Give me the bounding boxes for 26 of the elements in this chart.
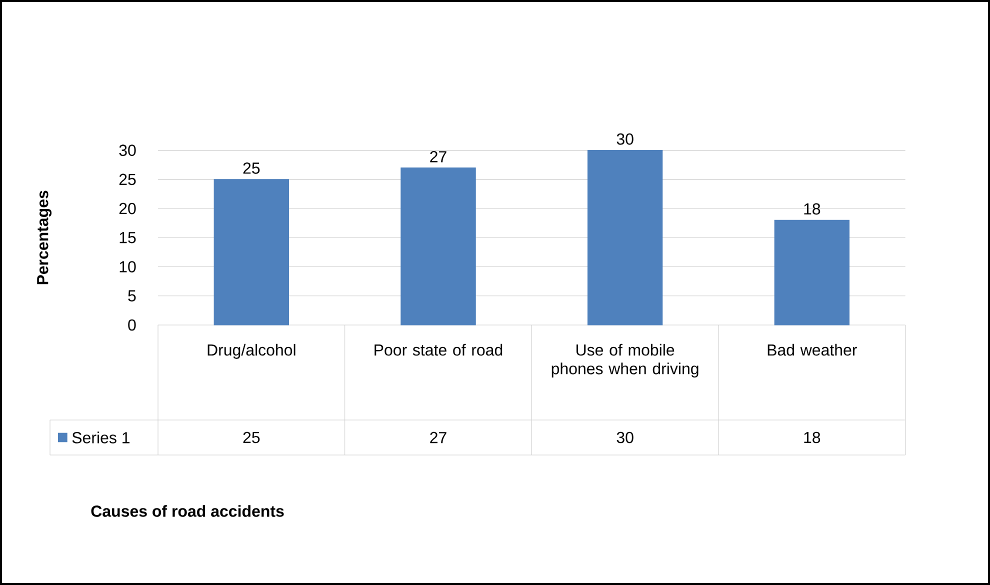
text: 30 bbox=[616, 432, 634, 444]
y-tick-label: 5 bbox=[128, 290, 136, 302]
bar bbox=[214, 179, 290, 326]
y-tick-label: 20 bbox=[119, 202, 136, 214]
text: 27 bbox=[430, 432, 446, 444]
legend-label: Series 1 bbox=[72, 432, 130, 444]
data-label: 27 bbox=[430, 151, 446, 162]
y-tick-label: 15 bbox=[120, 232, 136, 244]
x-tick-label: Use of mobile phones when driving bbox=[552, 344, 698, 378]
x-tick-label: Drug/alcohol bbox=[208, 344, 296, 359]
data-label: 30 bbox=[616, 133, 634, 145]
data-label: 25 bbox=[243, 162, 260, 174]
y-tick-label: 25 bbox=[119, 174, 136, 186]
text: 25 bbox=[243, 432, 260, 444]
text: Causes of road accidents bbox=[91, 505, 284, 517]
data-label: 18 bbox=[804, 203, 820, 215]
bar bbox=[587, 150, 663, 326]
bar bbox=[774, 220, 850, 326]
y-tick-label: 0 bbox=[128, 319, 136, 331]
y-tick-label: 10 bbox=[120, 261, 136, 272]
text: 18 bbox=[804, 432, 820, 444]
bar bbox=[400, 168, 476, 326]
y-tick-label: 30 bbox=[119, 144, 136, 156]
x-tick-label: Bad weather bbox=[768, 344, 857, 356]
y-axis-title: Percentages bbox=[37, 190, 52, 284]
x-tick-label: Poor state of road bbox=[374, 344, 502, 356]
